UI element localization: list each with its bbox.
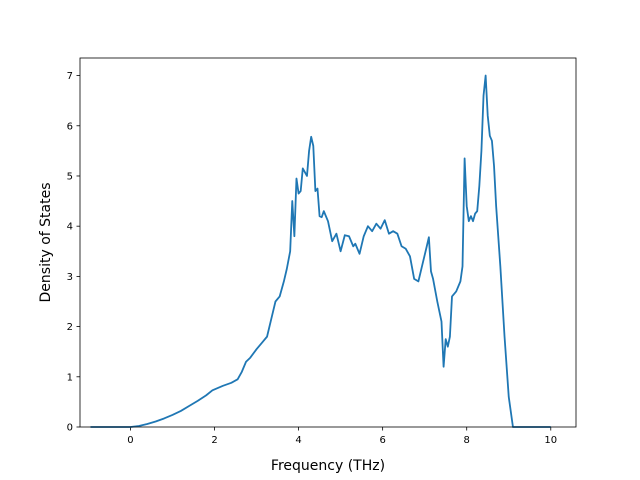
series-layer bbox=[90, 74, 551, 428]
x-tick-label: 10 bbox=[544, 435, 557, 446]
x-axis-label: Frequency (THz) bbox=[271, 458, 385, 474]
y-tick-label: 7 bbox=[67, 71, 73, 82]
y-tick-label: 0 bbox=[67, 423, 73, 434]
y-tick-label: 4 bbox=[67, 222, 73, 233]
x-tick-label: 0 bbox=[127, 435, 133, 446]
plot-background bbox=[80, 58, 576, 427]
x-tick-label: 6 bbox=[379, 435, 385, 446]
x-tick-label: 8 bbox=[464, 435, 470, 446]
y-tick-label: 6 bbox=[67, 121, 73, 132]
y-tick-label: 5 bbox=[67, 171, 73, 182]
dos-series-line bbox=[90, 74, 551, 428]
y-axis-ticks: 0 1 2 3 4 5 6 7 bbox=[67, 71, 80, 434]
x-axis-ticks: 0 2 4 6 8 10 bbox=[127, 427, 557, 446]
y-tick-label: 3 bbox=[67, 272, 73, 283]
y-tick-label: 1 bbox=[67, 372, 73, 383]
y-tick-label: 2 bbox=[67, 322, 73, 333]
y-axis-label: Density of States bbox=[38, 183, 54, 303]
plot-frame bbox=[79, 57, 577, 428]
x-tick-label: 4 bbox=[295, 435, 301, 446]
x-tick-label: 2 bbox=[211, 435, 217, 446]
